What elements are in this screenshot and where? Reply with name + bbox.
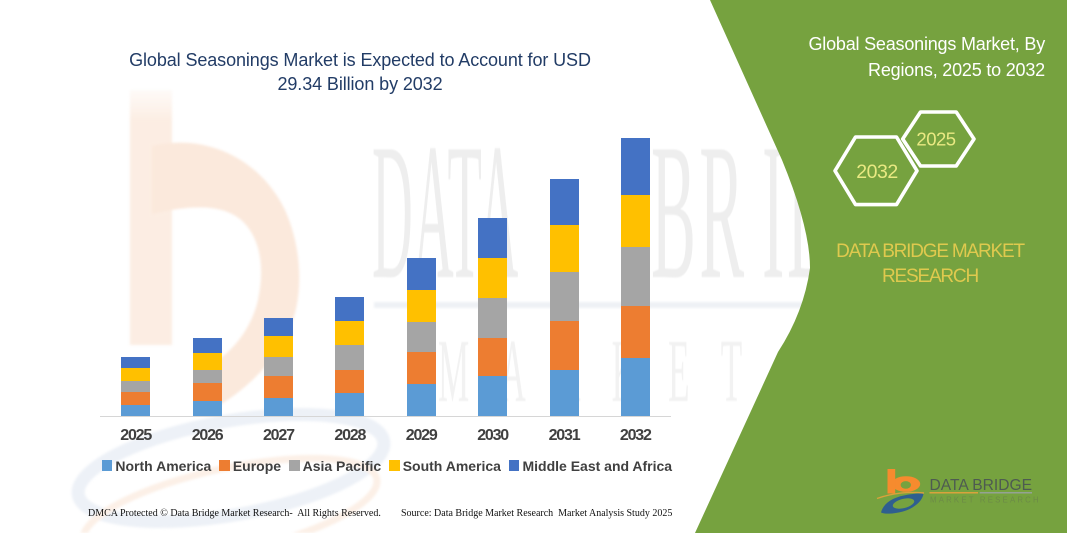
svg-text:DATA BRIDGE: DATA BRIDGE (930, 477, 1033, 494)
svg-text:2032: 2032 (856, 161, 897, 183)
svg-text:2025: 2025 (916, 129, 955, 150)
svg-text:MARKET RESEARCH: MARKET RESEARCH (930, 495, 1041, 504)
